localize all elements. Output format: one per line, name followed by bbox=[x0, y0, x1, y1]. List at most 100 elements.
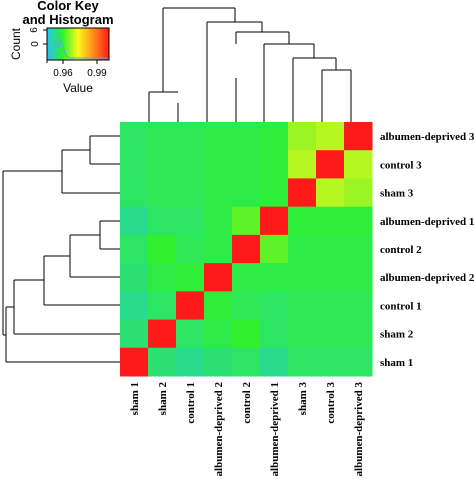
column-label: albumen-deprived 2 bbox=[213, 382, 225, 477]
column-dendrogram bbox=[148, 7, 352, 122]
color-key-xticklabel: 0.99 bbox=[87, 68, 107, 79]
heatmap-cell bbox=[204, 206, 233, 236]
heatmap-cell bbox=[288, 178, 317, 208]
heatmap-cell bbox=[120, 263, 149, 292]
row-dendrogram bbox=[2, 135, 120, 363]
column-label: sham 3 bbox=[297, 382, 309, 416]
column-label: albumen-deprived 3 bbox=[353, 382, 365, 477]
row-label: sham 3 bbox=[380, 188, 414, 200]
heatmap-cell bbox=[176, 291, 205, 321]
color-key: Color Key and Histogram 0 6 Count 0.96 0… bbox=[9, 0, 114, 95]
heatmap-cell bbox=[288, 291, 317, 321]
heatmap-cell bbox=[232, 122, 261, 151]
heatmap-cell bbox=[148, 347, 177, 377]
heatmap-cell bbox=[260, 347, 289, 377]
heatmap-cell bbox=[288, 319, 317, 349]
heatmap-cell bbox=[204, 150, 233, 179]
heatmap-cell bbox=[120, 206, 149, 236]
column-labels: sham 1 sham 2 control 1 albumen-deprived 2 c… bbox=[129, 382, 365, 477]
color-key-yticklabel: 6 bbox=[29, 27, 40, 33]
heatmap-cell bbox=[344, 347, 373, 377]
heatmap-cell bbox=[232, 319, 261, 349]
row-label: albumen-deprived 1 bbox=[380, 216, 474, 228]
heatmap-cell bbox=[148, 206, 177, 236]
column-label: control 3 bbox=[325, 382, 337, 424]
heatmap-cell bbox=[344, 319, 373, 349]
heatmap-cell bbox=[232, 234, 261, 264]
heatmap-cell bbox=[204, 178, 233, 208]
color-key-ylabel: Count bbox=[9, 27, 23, 60]
heatmap-cell bbox=[120, 291, 149, 321]
heatmap-cell bbox=[260, 263, 289, 292]
heatmap-cell bbox=[176, 263, 205, 292]
heatmap-cell bbox=[120, 319, 149, 349]
heatmap-cell bbox=[316, 122, 345, 151]
heatmap-cell bbox=[288, 122, 317, 151]
heatmap-cell bbox=[260, 150, 289, 179]
heatmap-cell bbox=[148, 263, 177, 292]
heatmap-cell bbox=[316, 347, 345, 377]
heatmap-cell bbox=[260, 206, 289, 236]
heatmap-cell bbox=[288, 263, 317, 292]
color-key-title-line2: and Histogram bbox=[22, 12, 113, 27]
heatmap-cell bbox=[260, 291, 289, 321]
heatmap-cell bbox=[344, 178, 373, 208]
color-key-yticklabel: 0 bbox=[30, 41, 41, 47]
column-label: control 2 bbox=[241, 382, 253, 424]
heatmap-cell bbox=[148, 150, 177, 179]
heatmap-cell bbox=[148, 122, 177, 151]
heatmap-cell bbox=[344, 122, 373, 151]
heatmap-cell bbox=[120, 234, 149, 264]
heatmap-cell bbox=[288, 234, 317, 264]
heatmap-cell bbox=[344, 150, 373, 179]
row-label: control 2 bbox=[380, 244, 422, 256]
color-key-xlabel: Value bbox=[63, 81, 93, 95]
heatmap-cell bbox=[344, 234, 373, 264]
heatmap-cell bbox=[232, 263, 261, 292]
heatmap-cell bbox=[260, 234, 289, 264]
heatmap-cell bbox=[316, 291, 345, 321]
heatmap-cell bbox=[232, 178, 261, 208]
heatmap-cell bbox=[232, 150, 261, 179]
heatmap-cell bbox=[344, 291, 373, 321]
row-labels: albumen-deprived 3 control 3 sham 3 albumen… bbox=[380, 131, 474, 369]
heatmap-cell bbox=[176, 178, 205, 208]
heatmap-cell bbox=[232, 347, 261, 377]
color-key-histogram bbox=[47, 38, 109, 59]
heatmap-cell bbox=[148, 319, 177, 349]
heatmap-cell bbox=[176, 234, 205, 264]
heatmap-cell bbox=[344, 206, 373, 236]
column-label: sham 1 bbox=[129, 382, 141, 415]
heatmap-cell bbox=[204, 263, 233, 292]
heatmap-cell bbox=[120, 122, 149, 151]
column-label: sham 2 bbox=[157, 382, 169, 416]
heatmap-grid bbox=[120, 122, 373, 377]
heatmap-cell bbox=[232, 291, 261, 321]
heatmap-cell bbox=[316, 150, 345, 179]
heatmap-cell bbox=[148, 234, 177, 264]
heatmap-cell bbox=[204, 319, 233, 349]
heatmap-cell bbox=[260, 319, 289, 349]
heatmap-cell bbox=[120, 178, 149, 208]
heatmap-cell bbox=[288, 150, 317, 179]
heatmap-cell bbox=[148, 291, 177, 321]
column-label: control 1 bbox=[185, 382, 197, 424]
heatmap-cell bbox=[316, 263, 345, 292]
heatmap-cell bbox=[204, 291, 233, 321]
heatmap-cell bbox=[120, 347, 149, 377]
heatmap-cell bbox=[344, 263, 373, 292]
heatmap-cell bbox=[204, 347, 233, 377]
color-key-title-line1: Color Key bbox=[37, 0, 99, 13]
heatmap-cell bbox=[176, 122, 205, 151]
heatmap-cell bbox=[148, 178, 177, 208]
heatmap-cell bbox=[316, 178, 345, 208]
row-label: sham 1 bbox=[380, 357, 413, 369]
row-label: sham 2 bbox=[380, 329, 414, 341]
row-label: control 1 bbox=[380, 300, 422, 312]
heatmap-cell bbox=[316, 319, 345, 349]
heatmap-cell bbox=[288, 206, 317, 236]
heatmap-cell bbox=[176, 150, 205, 179]
heatmap-cell bbox=[288, 347, 317, 377]
column-label: albumen-deprived 1 bbox=[269, 382, 281, 476]
heatmap-cell bbox=[316, 234, 345, 264]
